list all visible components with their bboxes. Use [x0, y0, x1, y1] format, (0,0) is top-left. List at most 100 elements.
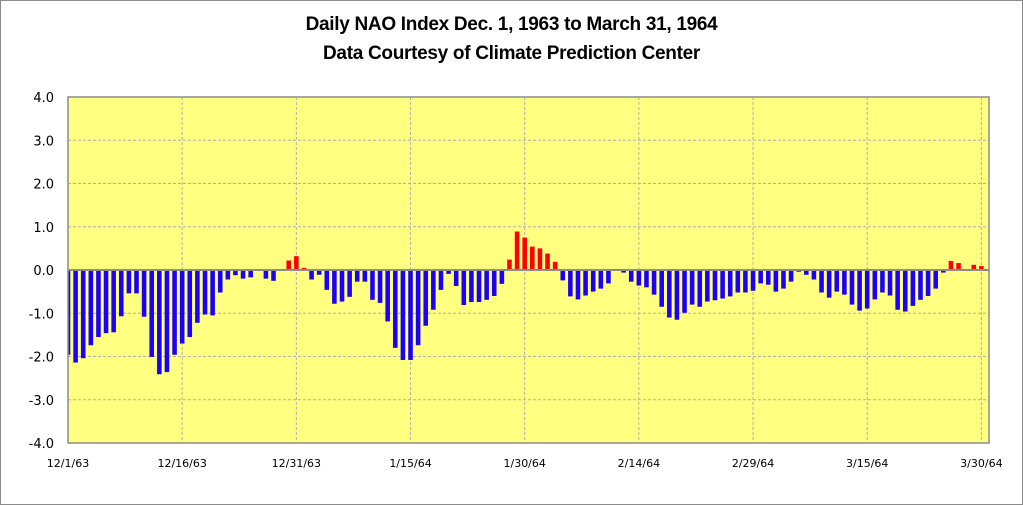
bar: [948, 260, 954, 270]
bar: [286, 260, 292, 270]
bar: [217, 270, 223, 293]
bar: [324, 270, 330, 290]
bar: [453, 270, 459, 287]
bar: [514, 231, 520, 270]
bar: [545, 253, 550, 270]
bar: [689, 270, 695, 305]
x-tick-label: 12/16/63: [157, 457, 206, 470]
bar: [240, 270, 246, 279]
y-tick-label: 3.0: [33, 134, 54, 149]
bar: [925, 270, 931, 296]
y-tick-label: -4.0: [29, 437, 54, 452]
bar: [393, 270, 398, 348]
bar: [423, 270, 429, 326]
x-tick-label: 3/30/64: [960, 457, 1002, 470]
bar: [491, 270, 497, 296]
bar: [811, 270, 817, 280]
bar: [773, 270, 779, 292]
bar: [651, 270, 657, 295]
bar: [971, 264, 977, 270]
bar: [872, 270, 878, 300]
bar: [370, 270, 375, 300]
bar: [431, 270, 436, 310]
bar: [225, 270, 231, 280]
bar: [895, 270, 900, 310]
bar: [819, 270, 824, 293]
bar: [552, 261, 558, 270]
bar: [210, 270, 215, 316]
bar: [271, 270, 276, 281]
x-tick-label: 1/30/64: [503, 457, 545, 470]
bar: [522, 237, 527, 270]
bar: [705, 270, 710, 302]
y-tick-label: -3.0: [29, 394, 54, 409]
bar: [682, 270, 687, 313]
bar: [415, 270, 421, 346]
bar: [385, 270, 390, 322]
y-tick-label: -1.0: [29, 307, 54, 322]
bar: [316, 270, 322, 275]
bar: [134, 270, 139, 294]
bar: [157, 270, 162, 375]
bar: [804, 270, 809, 275]
bar: [149, 270, 155, 357]
bar: [530, 246, 535, 270]
bar: [918, 270, 923, 300]
bar: [765, 270, 771, 285]
bar: [880, 270, 885, 293]
bar: [309, 270, 314, 280]
bar: [750, 270, 756, 291]
bar: [141, 270, 147, 317]
bar: [583, 270, 588, 296]
bar: [902, 270, 908, 312]
bar: [781, 270, 786, 289]
bar: [332, 270, 337, 304]
bar: [347, 270, 352, 297]
bar: [499, 270, 505, 284]
bar: [484, 270, 489, 300]
y-tick-label: -2.0: [29, 351, 54, 366]
chart-title: Daily NAO Index Dec. 1, 1963 to March 31…: [305, 14, 718, 35]
bar: [735, 270, 741, 293]
bar: [575, 270, 581, 300]
bar: [469, 270, 474, 303]
bar: [164, 270, 170, 373]
bars: [68, 231, 984, 375]
plot-border: [67, 96, 990, 444]
bar: [834, 270, 840, 292]
bar: [301, 267, 307, 270]
bar: [590, 270, 596, 292]
bar: [362, 270, 368, 282]
bar: [864, 270, 870, 309]
bar: [408, 270, 413, 360]
bar: [400, 270, 406, 360]
x-tick-label: 1/15/64: [389, 457, 431, 470]
bar: [187, 270, 193, 338]
bar: [849, 270, 855, 305]
y-tick-label: 0.0: [33, 264, 54, 279]
x-tick-label: 2/14/64: [618, 457, 660, 470]
bar: [712, 270, 718, 301]
bar: [96, 270, 101, 338]
bar: [743, 270, 748, 293]
y-tick-label: 4.0: [33, 91, 54, 106]
bar: [68, 270, 71, 355]
bar: [446, 270, 451, 274]
bar: [659, 270, 664, 307]
bar: [73, 270, 78, 363]
bar: [461, 270, 467, 306]
bar: [476, 270, 482, 303]
y-axis-ticks: 4.0 3.0 2.0 1.0 0.0 -1.0 -2.0 -3.0 -4.0: [29, 91, 54, 452]
bar: [248, 270, 253, 278]
bar: [202, 270, 208, 315]
bar: [720, 270, 725, 299]
bar: [857, 270, 862, 311]
bar: [126, 270, 132, 294]
bar: [233, 270, 238, 276]
y-tick-label: 1.0: [33, 221, 54, 236]
bar: [628, 270, 634, 282]
bar: [263, 270, 269, 279]
bar: [697, 270, 703, 307]
bar: [537, 248, 543, 270]
